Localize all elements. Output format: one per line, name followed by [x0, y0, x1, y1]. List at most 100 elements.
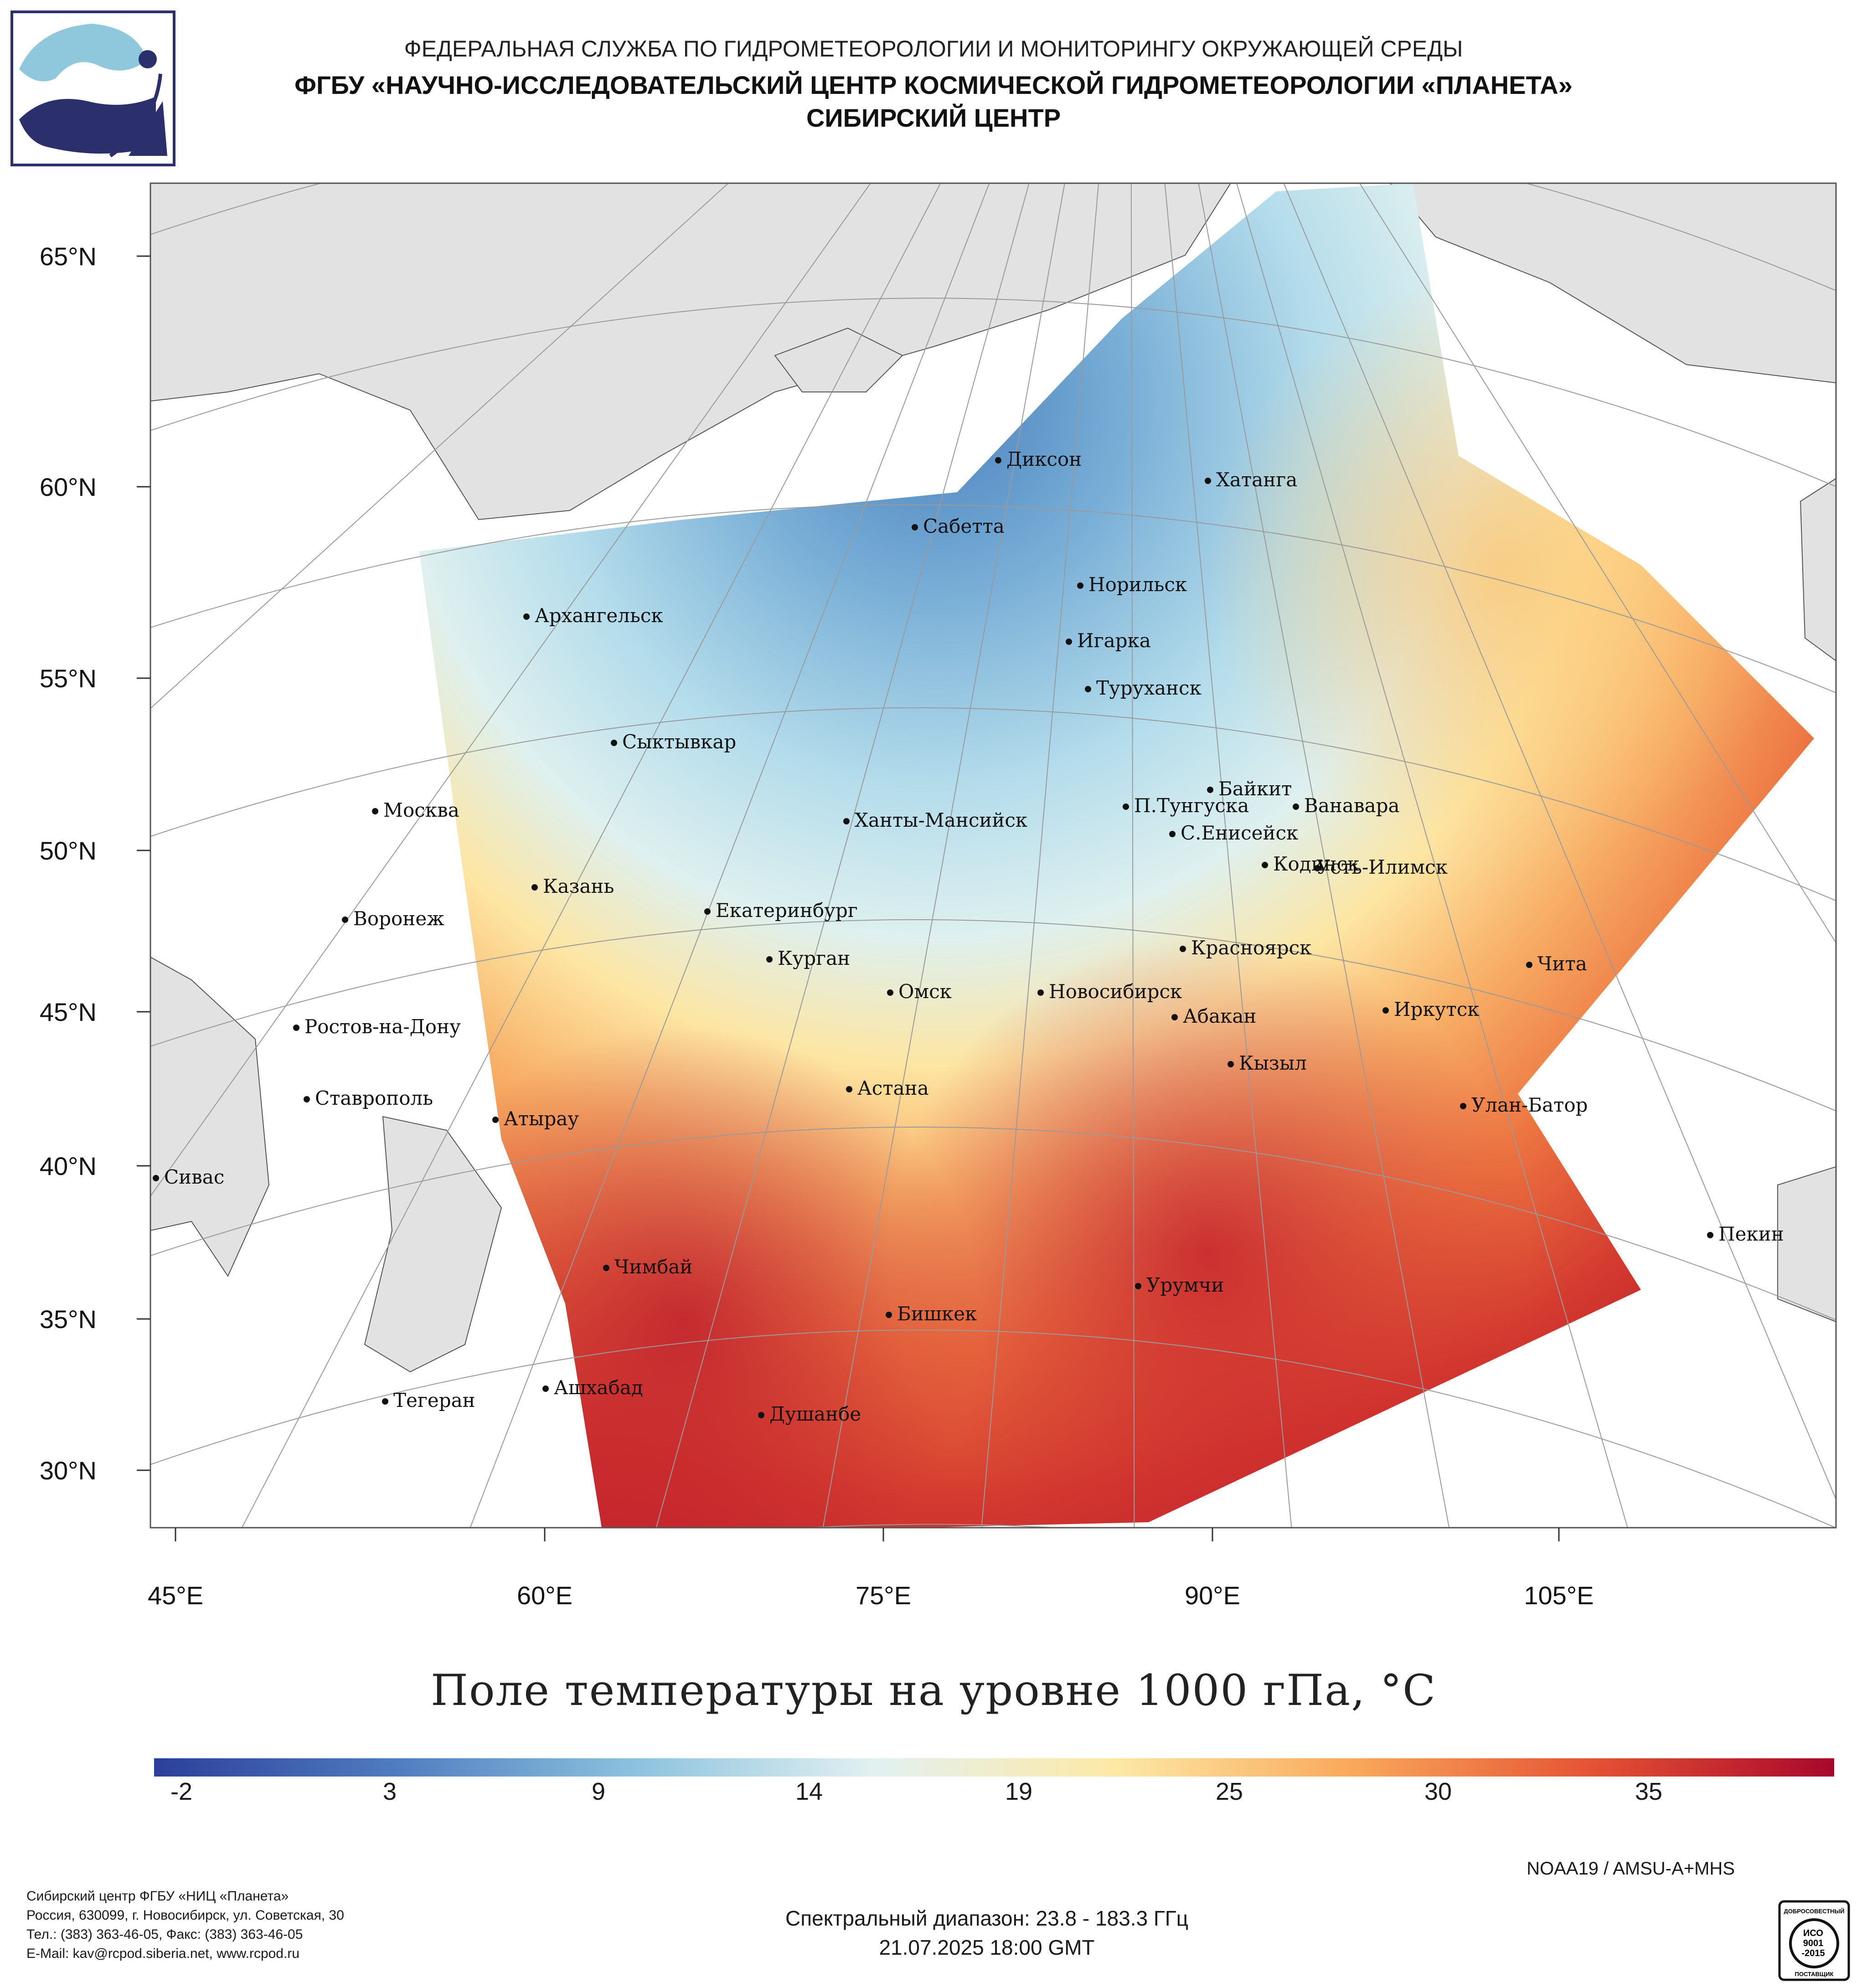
city-dot	[382, 1398, 388, 1405]
city-dot	[603, 1265, 609, 1271]
city-label: Ванавара	[1304, 794, 1400, 817]
city-dot	[1066, 639, 1072, 645]
colorbar-tick: 9	[591, 1778, 606, 1805]
city-dot	[912, 524, 918, 530]
iso-mid1: ИСО	[1803, 1928, 1823, 1938]
city-label: Атырау	[504, 1107, 579, 1130]
city-dot	[1171, 1014, 1178, 1020]
footer-org: Сибирский центр ФГБУ «НИЦ «Планета»	[26, 1889, 289, 1904]
city-dot	[1262, 862, 1268, 868]
city-dot	[704, 908, 711, 915]
city-dot	[1707, 1232, 1713, 1238]
city-dot	[1169, 831, 1176, 837]
city-label: Курган	[778, 947, 850, 969]
center-name: СИБИРСКИЙ ЦЕНТР	[806, 103, 1061, 132]
city-dot	[372, 808, 378, 814]
city-label: Абакан	[1183, 1005, 1256, 1027]
lon-label: 60°E	[517, 1581, 572, 1610]
city-label: Хатанга	[1216, 469, 1297, 491]
colorbar-tick: 25	[1215, 1778, 1243, 1805]
city-dot	[1135, 1283, 1141, 1289]
city-dot	[995, 457, 1001, 464]
spectral-range: Спектральный диапазон: 23.8 - 183.3 ГГц	[785, 1906, 1189, 1930]
colorbar-tick: 30	[1424, 1778, 1452, 1805]
colorbar	[154, 1758, 1834, 1777]
city-label: Сивас	[164, 1166, 224, 1188]
city-label: Архангельск	[535, 604, 663, 627]
city-dot	[1227, 1061, 1234, 1067]
city-dot	[843, 818, 850, 824]
city-label: Кызыл	[1239, 1052, 1307, 1074]
city-label: Норильск	[1088, 573, 1187, 596]
lat-label: 45°N	[40, 998, 97, 1026]
city-label: Байкит	[1218, 778, 1292, 800]
city-label: Ставрополь	[315, 1087, 433, 1109]
city-dot	[1526, 962, 1532, 968]
temperature-map: 65°N 60°N 55°N 50°N 45°N 40°N 35°N 30°N …	[40, 182, 1837, 1610]
city-label: Ханты-Мансийск	[855, 809, 1027, 831]
city-dot	[766, 956, 773, 963]
colorbar-title: Поле температуры на уровне 1000 гПа, °C	[431, 1666, 1436, 1715]
iso-mid2: 9001	[1803, 1938, 1824, 1948]
city-dot	[293, 1025, 299, 1031]
city-dot	[153, 1175, 159, 1181]
city-label: Туруханск	[1096, 677, 1202, 699]
lat-label: 55°N	[40, 664, 97, 693]
city-dot	[304, 1096, 310, 1102]
city-label: Пекин	[1718, 1223, 1784, 1245]
colorbar-tick: 3	[382, 1778, 397, 1805]
lon-label: 90°E	[1185, 1581, 1240, 1610]
iso-bottom-text: ПОСТАВЩИК	[1795, 1971, 1834, 1978]
city-dot	[1460, 1103, 1466, 1109]
city-dot	[542, 1385, 549, 1392]
agency-name: ФЕДЕРАЛЬНАЯ СЛУЖБА ПО ГИДРОМЕТЕОРОЛОГИИ …	[404, 36, 1463, 62]
lat-label: 60°N	[40, 473, 97, 501]
contact-footer: Сибирский центр ФГБУ «НИЦ «Планета» Росс…	[26, 1887, 344, 1963]
city-label: Москва	[383, 799, 459, 821]
footer-email: E-Mail: kav@rcpod.siberia.net, www.rcpod…	[26, 1946, 300, 1961]
iso-top-text: ДОБРОСОВЕСТНЫЙ	[1784, 1908, 1844, 1915]
city-dot	[1037, 989, 1044, 996]
city-label: Душанбе	[769, 1403, 861, 1425]
lon-label: 45°E	[148, 1581, 203, 1610]
lat-label: 30°N	[40, 1456, 97, 1485]
city-label: Чита	[1537, 953, 1587, 975]
city-dot	[1180, 946, 1186, 952]
institute-name: ФГБУ «НАУЧНО-ИССЛЕДОВАТЕЛЬСКИЙ ЦЕНТР КОС…	[294, 71, 1573, 99]
city-dot	[758, 1412, 764, 1418]
colorbar-tick: 14	[795, 1778, 823, 1805]
city-label: Диксон	[1006, 448, 1082, 470]
city-label: Бишкек	[897, 1303, 977, 1325]
city-dot	[1123, 803, 1129, 810]
city-label: П.Тунгуска	[1134, 794, 1249, 817]
city-label: Ашхабад	[554, 1376, 643, 1399]
footer-phones: Тел.: (383) 363-46-05, Факс: (383) 363-4…	[26, 1927, 303, 1942]
lat-label: 40°N	[40, 1152, 97, 1180]
city-dot	[523, 613, 530, 620]
city-label: Екатеринбург	[716, 899, 858, 922]
city-label: Омск	[898, 980, 952, 1003]
city-dot	[886, 1312, 892, 1318]
city-label: Сабетта	[923, 515, 1005, 537]
city-label: С.Енисейск	[1181, 822, 1298, 844]
city-label: Чимбай	[614, 1256, 692, 1278]
city-dot	[1207, 787, 1213, 793]
city-dot	[1382, 1007, 1389, 1014]
city-label: Тегеран	[393, 1389, 475, 1411]
city-label: Иркутск	[1394, 998, 1479, 1020]
lat-label: 65°N	[40, 242, 97, 271]
colorbar-tick: -2	[170, 1778, 193, 1805]
city-label: Улан-Батор	[1471, 1094, 1588, 1116]
city-label: Ростов-на-Дону	[304, 1015, 461, 1038]
observation-datetime: 21.07.2025 18:00 GMT	[879, 1936, 1095, 1959]
footer-address: Россия, 630099, г. Новосибирск, ул. Сове…	[26, 1908, 344, 1923]
city-dot	[342, 917, 348, 923]
colorbar-tick: 35	[1635, 1778, 1663, 1805]
planeta-logo-icon	[10, 10, 175, 166]
city-dot	[1293, 803, 1299, 810]
city-dot	[887, 989, 893, 996]
colorbar-tick: 19	[1005, 1778, 1033, 1805]
city-label: Воронеж	[353, 907, 444, 930]
lat-label: 50°N	[40, 836, 97, 865]
city-label: Урумчи	[1146, 1274, 1224, 1296]
